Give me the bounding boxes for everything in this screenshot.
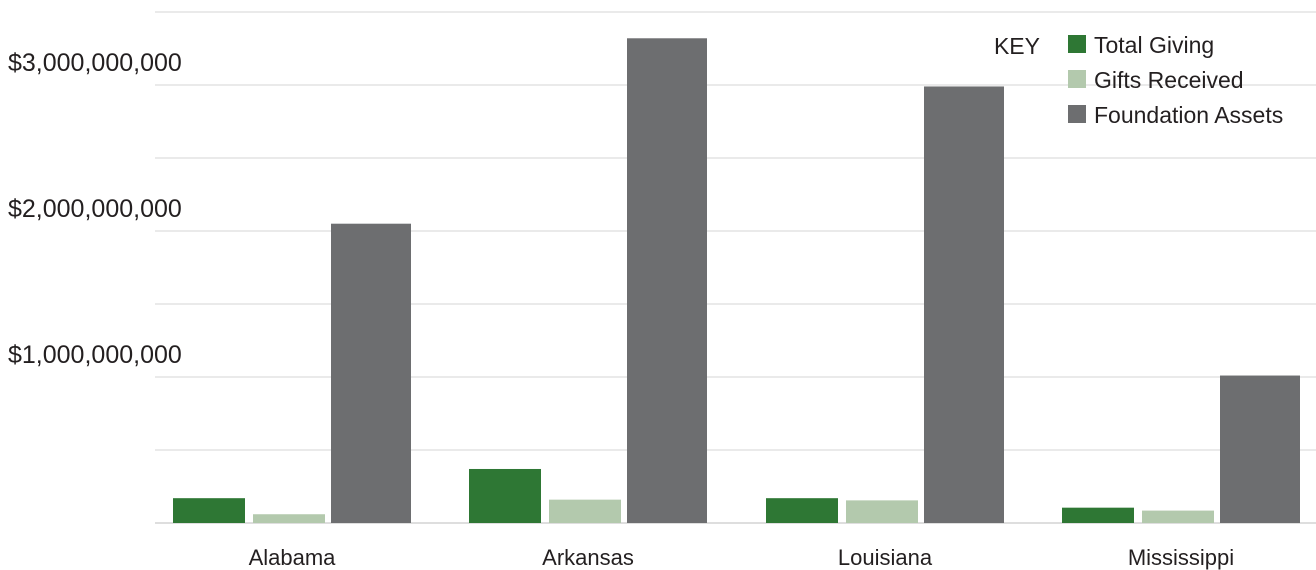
x-category-label: Mississippi xyxy=(1128,545,1234,570)
x-axis-category-labels: Alabama Arkansas Louisiana Mississippi xyxy=(249,545,1235,570)
y-tick-label: $3,000,000,000 xyxy=(8,49,182,77)
legend-label: Gifts Received xyxy=(1094,67,1244,93)
bar-arkansas-gifts-received xyxy=(549,499,621,523)
bar-alabama-foundation-assets xyxy=(331,223,411,523)
legend-swatch xyxy=(1068,35,1086,53)
legend-label: Total Giving xyxy=(1094,32,1214,58)
bar-louisiana-foundation-assets xyxy=(924,86,1004,524)
legend: KEY Total Giving Gifts Received Foundation… xyxy=(994,32,1283,128)
bar-mississippi-gifts-received xyxy=(1142,510,1214,523)
legend-swatch xyxy=(1068,70,1086,88)
x-category-label: Louisiana xyxy=(838,545,933,570)
legend-swatch xyxy=(1068,105,1086,123)
y-tick-label: $1,000,000,000 xyxy=(8,341,182,369)
y-axis-tick-labels: $1,000,000,000 $2,000,000,000 $3,000,000,0… xyxy=(8,49,182,369)
x-category-label: Alabama xyxy=(249,545,337,570)
bar-arkansas-total-giving xyxy=(469,468,541,523)
bar-alabama-total-giving xyxy=(173,498,245,523)
bar-arkansas-foundation-assets xyxy=(627,38,707,523)
x-category-label: Arkansas xyxy=(542,545,634,570)
bar-louisiana-total-giving xyxy=(766,498,838,523)
legend-title: KEY xyxy=(994,33,1040,59)
legend-label: Foundation Assets xyxy=(1094,102,1283,128)
y-tick-label: $2,000,000,000 xyxy=(8,195,182,223)
bar-mississippi-foundation-assets xyxy=(1220,375,1300,523)
bar-mississippi-total-giving xyxy=(1062,507,1134,523)
bar-alabama-gifts-received xyxy=(253,514,325,523)
bar-louisiana-gifts-received xyxy=(846,500,918,523)
bars xyxy=(173,38,1300,524)
